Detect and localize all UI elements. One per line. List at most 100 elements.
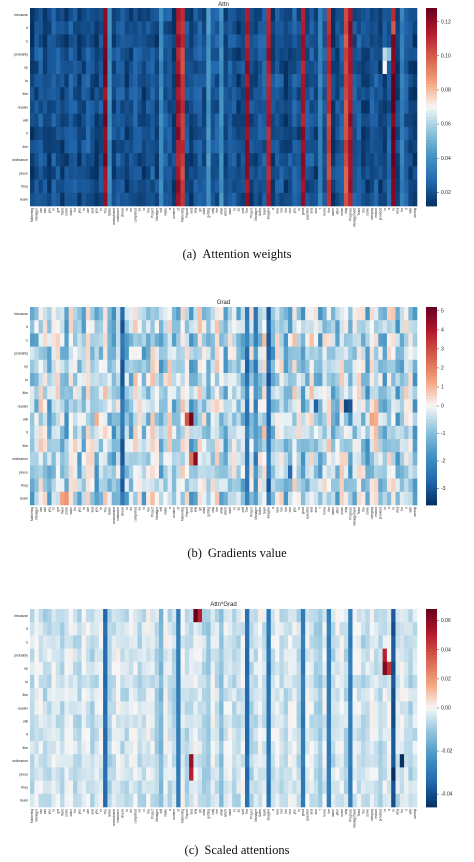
heatmap-cell [348, 333, 353, 347]
heatmap-cell [292, 478, 297, 493]
heatmap-cell [262, 399, 267, 413]
heatmap-cell [361, 767, 366, 781]
heatmap-cell [270, 714, 276, 729]
heatmap-cell [219, 373, 224, 387]
heatmap-cell [292, 126, 297, 141]
heatmap-cell [386, 452, 392, 466]
column-label: to [232, 507, 236, 510]
heatmap-cell [184, 635, 190, 649]
heatmap-cell [202, 153, 207, 167]
heatmap-cell [51, 60, 57, 75]
heatmap-cell [322, 166, 327, 180]
heatmap-cell [77, 741, 82, 755]
heatmap-cell [240, 767, 246, 781]
colorbar-segment [426, 750, 437, 755]
heatmap-cell [300, 635, 306, 649]
heatmap-cell [141, 153, 147, 167]
heatmap-cell [42, 754, 48, 768]
heatmap-cell [240, 320, 246, 334]
heatmap-cell [232, 113, 237, 128]
heatmap-cell [137, 126, 143, 141]
heatmap-cell [77, 635, 82, 649]
colorbar-segment [426, 711, 437, 715]
heatmap-cell [34, 727, 39, 742]
heatmap-cell [309, 425, 315, 440]
heatmap-cell [292, 21, 297, 35]
heatmap-cell [171, 465, 177, 479]
heatmap-cell [107, 675, 112, 689]
heatmap-cell [137, 793, 143, 808]
heatmap-cell [253, 179, 259, 194]
heatmap-cell [34, 622, 39, 636]
heatmap-cell [318, 741, 323, 755]
heatmap-cell [90, 47, 95, 62]
heatmap-cell [98, 126, 104, 141]
heatmap-cell [85, 780, 91, 795]
heatmap-cell [42, 741, 48, 755]
heatmap-cell [64, 346, 69, 361]
heatmap-cell [34, 346, 39, 361]
heatmap-cell [202, 465, 207, 479]
heatmap-cell [30, 359, 35, 374]
heatmap-cell [283, 609, 289, 623]
heatmap-cell [270, 126, 276, 141]
row-label: it [26, 733, 28, 737]
heatmap-cell [356, 465, 362, 479]
heatmap-cell [339, 34, 345, 48]
heatmap-cell [266, 166, 272, 180]
heatmap-cell [361, 359, 366, 374]
heatmap-cell [47, 192, 52, 207]
heatmap-cell [60, 166, 65, 180]
heatmap-cell [343, 153, 349, 167]
heatmap-cell [245, 780, 250, 795]
heatmap-cell [60, 373, 65, 387]
column-label: completed [133, 809, 137, 824]
colorbar-segment [426, 333, 437, 338]
heatmap-cell [42, 465, 48, 479]
heatmap-cell [184, 113, 190, 128]
heatmap-cell [318, 648, 323, 663]
heatmap-cell [68, 47, 74, 62]
heatmap-cell [322, 8, 327, 22]
heatmap-cell [189, 688, 194, 702]
heatmap-cell [189, 21, 194, 35]
heatmap-cell [197, 153, 203, 167]
heatmap-cell [253, 478, 259, 493]
heatmap-cell [326, 60, 332, 75]
heatmap-cell [103, 714, 108, 729]
colorbar-segment [426, 87, 437, 91]
heatmap-cell [223, 126, 229, 141]
heatmap-cell [404, 412, 409, 427]
heatmap-cell [382, 179, 388, 194]
heatmap-cell [146, 609, 151, 623]
heatmap-cell [249, 60, 254, 75]
heatmap-cell [223, 452, 229, 466]
heatmap-cell [223, 767, 229, 781]
heatmap-cell [64, 622, 69, 636]
heatmap-cell [232, 714, 237, 729]
heatmap-cell [352, 399, 358, 413]
heatmap-cell [47, 675, 52, 689]
heatmap-cell [116, 452, 121, 466]
heatmap-cell [391, 412, 396, 427]
heatmap-cell [85, 648, 91, 663]
column-label: Sales [108, 507, 112, 515]
heatmap-cell [68, 793, 74, 808]
heatmap-cell [343, 412, 349, 427]
column-label: on [138, 809, 142, 813]
heatmap-cell [292, 609, 297, 623]
heatmap-cell [38, 333, 44, 347]
heatmap-cell [326, 333, 332, 347]
heatmap-cell [352, 727, 358, 742]
colorbar-segment [426, 146, 437, 151]
heatmap-cell [51, 661, 57, 676]
heatmap-cell [245, 386, 250, 400]
heatmap-cell [137, 74, 143, 88]
heatmap-cell [167, 359, 173, 374]
column-label: Sales [258, 507, 262, 515]
heatmap-cell [202, 373, 207, 387]
heatmap-cell [94, 179, 100, 194]
heatmap-cell [399, 622, 405, 636]
heatmap-cell [339, 386, 345, 400]
column-label: a [387, 809, 391, 811]
